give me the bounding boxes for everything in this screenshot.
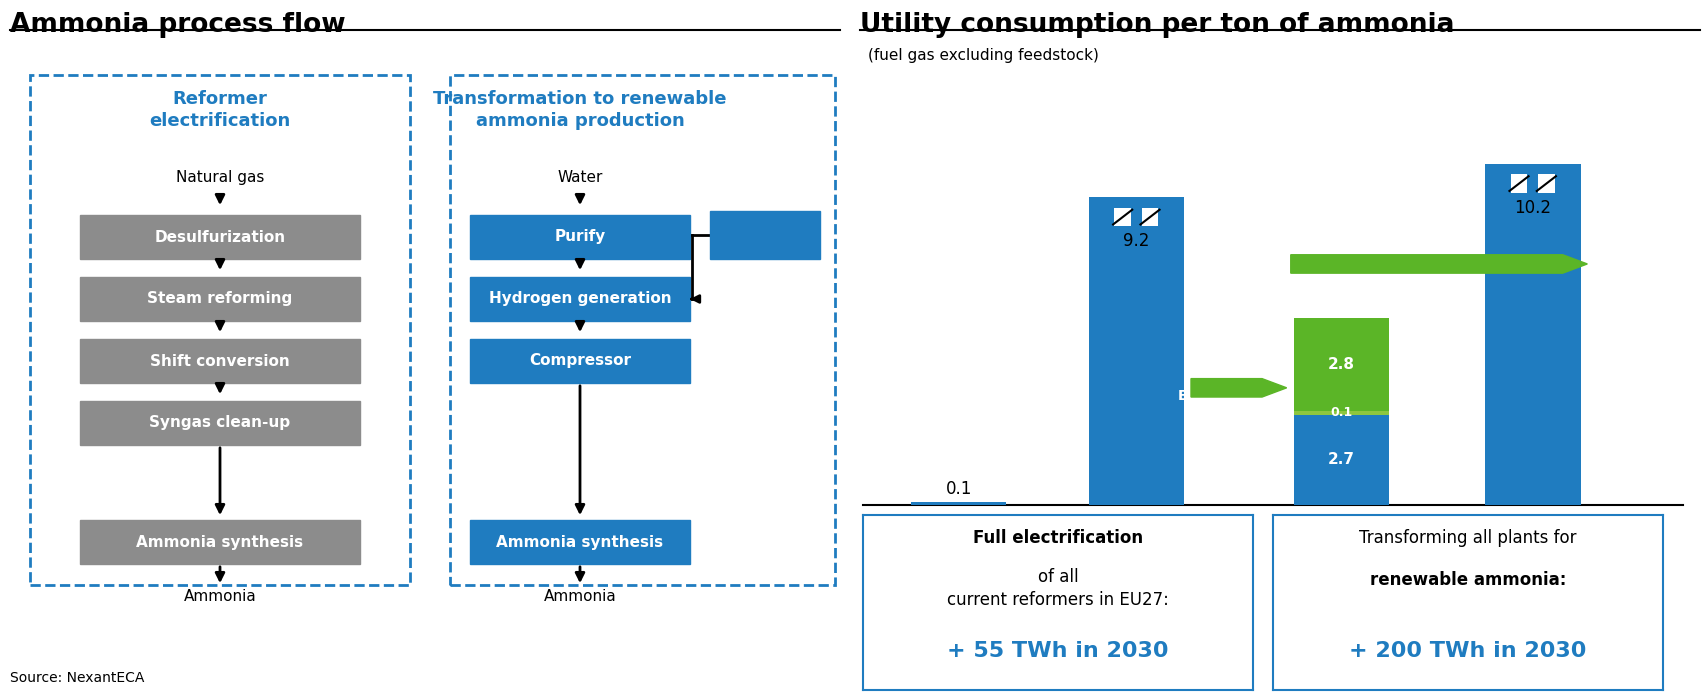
Text: + 55 TWh in 2030: + 55 TWh in 2030	[948, 641, 1168, 661]
Text: Reformer
Electrification: Reformer Electrification	[1178, 372, 1287, 403]
Text: Shift conversion: Shift conversion	[150, 354, 290, 368]
Text: 2.7: 2.7	[1328, 452, 1355, 468]
Text: Source: NexantECA: Source: NexantECA	[10, 671, 145, 685]
Bar	[471, 277, 691, 321]
Text: Renewable ammonia: Renewable ammonia	[1347, 257, 1511, 271]
Bar	[1294, 414, 1390, 505]
Bar	[1538, 174, 1555, 193]
Polygon shape	[1192, 379, 1287, 397]
Bar	[80, 339, 360, 383]
Text: Ammonia synthesis: Ammonia synthesis	[136, 535, 303, 550]
Text: of all
current reformers in EU27:: of all current reformers in EU27:	[946, 568, 1170, 609]
Bar	[910, 502, 1006, 505]
Bar	[1485, 164, 1581, 505]
Bar	[1294, 318, 1390, 412]
Text: 0.1: 0.1	[946, 480, 972, 498]
Bar	[1142, 208, 1158, 227]
Text: Full electrification: Full electrification	[974, 529, 1142, 547]
Text: Ammonia: Ammonia	[544, 589, 617, 604]
Text: Compressor: Compressor	[529, 354, 631, 368]
Bar	[1511, 174, 1528, 193]
Text: Desulfurization: Desulfurization	[155, 230, 285, 244]
Text: Purify: Purify	[554, 230, 605, 244]
Bar	[80, 520, 360, 564]
Text: Ammonia process flow: Ammonia process flow	[10, 12, 346, 38]
Bar	[471, 520, 691, 564]
Text: 10.2: 10.2	[1514, 199, 1552, 217]
Bar	[80, 215, 360, 259]
Text: Water: Water	[558, 170, 602, 185]
Bar	[1115, 208, 1130, 227]
Text: Hydrogen generation: Hydrogen generation	[489, 291, 672, 307]
Text: Electrolyte
solution: Electrolyte solution	[725, 221, 806, 249]
Bar	[31, 75, 409, 585]
Text: Transformation to renewable
ammonia production: Transformation to renewable ammonia prod…	[433, 90, 726, 130]
Text: Ammonia synthesis: Ammonia synthesis	[496, 535, 663, 550]
Bar	[450, 75, 835, 585]
Text: 0.1: 0.1	[1330, 406, 1352, 419]
Bar	[80, 401, 360, 445]
Bar	[471, 339, 691, 383]
Bar	[1088, 197, 1185, 505]
Bar	[80, 277, 360, 321]
Text: (fuel gas excluding feedstock): (fuel gas excluding feedstock)	[868, 48, 1100, 63]
Text: Ammonia: Ammonia	[184, 589, 256, 604]
Text: Utility consumption per ton of ammonia: Utility consumption per ton of ammonia	[859, 12, 1454, 38]
Text: 9.2: 9.2	[1124, 232, 1149, 250]
Text: Natural gas: Natural gas	[176, 170, 264, 185]
Text: Steam reforming: Steam reforming	[147, 291, 293, 307]
Polygon shape	[1291, 255, 1587, 273]
Text: Transforming all plants for: Transforming all plants for	[1359, 529, 1577, 547]
Text: Reformer
electrification: Reformer electrification	[150, 90, 290, 130]
Bar	[1294, 412, 1390, 414]
Text: + 200 TWh in 2030: + 200 TWh in 2030	[1349, 641, 1587, 661]
Bar	[709, 211, 820, 259]
Text: renewable ammonia:: renewable ammonia:	[1369, 571, 1567, 589]
Bar	[471, 215, 691, 259]
Text: 2.8: 2.8	[1328, 357, 1355, 372]
Text: Syngas clean-up: Syngas clean-up	[150, 416, 290, 430]
